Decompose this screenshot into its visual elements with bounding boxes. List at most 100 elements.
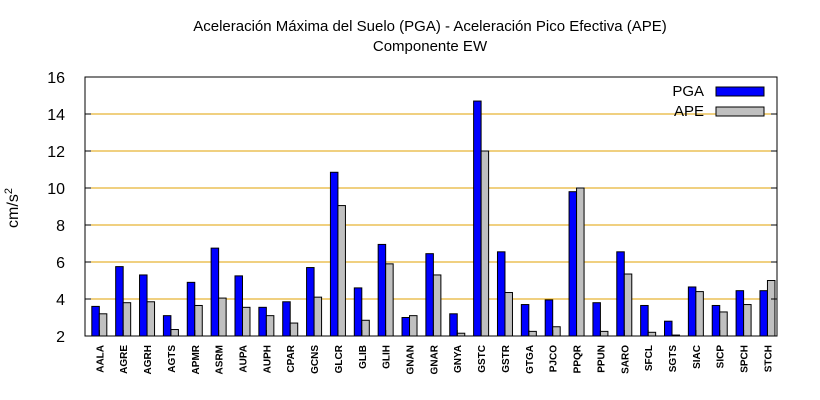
x-tick-label: AALA (95, 345, 106, 373)
bar-ape-stch (766, 280, 776, 337)
x-tick-label: STCH (763, 345, 774, 372)
x-tick-label: GSTR (501, 344, 512, 373)
y-tick-label: 2 (56, 329, 65, 346)
y-axis-label-superscript: 2 (3, 188, 15, 194)
bar-pga-glcr (329, 171, 339, 337)
bar-ape-sicp (719, 311, 728, 337)
bar-ape-aala (98, 313, 108, 337)
y-axis-label-group: cm/s2 (3, 188, 22, 228)
bar-pga-gtga (520, 304, 530, 337)
chart-subtitle: Componente EW (373, 38, 488, 55)
bar-ape-ppqr (576, 187, 585, 337)
x-tick-label: GCNS (310, 345, 321, 374)
bar-pga-gstc (473, 100, 482, 337)
bar-pga-gstr (496, 251, 506, 337)
bar-ape-siac (695, 291, 704, 337)
y-tick-label: 4 (56, 292, 65, 309)
legend-swatch-ape (715, 106, 765, 117)
plot-frame (84, 76, 778, 337)
y-tick-label: 16 (47, 70, 65, 87)
bar-pga-sgts (664, 320, 673, 337)
bar-ape-ppun (599, 330, 609, 337)
bar-pga-agre (115, 266, 124, 337)
bar-ape-apmr (194, 304, 203, 337)
bar-ape-asrm (218, 297, 227, 337)
bar-ape-gcns (313, 296, 323, 337)
x-tick-label: GNAN (406, 345, 417, 374)
x-tick-label: SPCH (740, 345, 751, 373)
legend: PGA APE (672, 83, 765, 120)
bar-ape-aupa (241, 306, 251, 337)
x-tick-label: GLIH (382, 345, 393, 369)
y-tick-label: 12 (47, 144, 65, 161)
y-tick-label: 6 (56, 255, 65, 272)
bar-pga-spch (735, 290, 745, 337)
bar-pga-pjco (544, 299, 554, 337)
bar-pga-gnan (401, 317, 411, 337)
x-tick-label: ASRM (215, 345, 226, 374)
bar-ape-glih (385, 263, 394, 337)
x-tick-label: SFCL (644, 345, 655, 371)
bar-ape-glcr (337, 205, 346, 337)
bar-pga-auph (258, 306, 267, 337)
y-ticks: 2 4 6 8 10 12 14 16 (47, 70, 777, 346)
x-tick-label: PPQR (573, 344, 584, 373)
y-axis-label: cm/s2 (3, 188, 22, 228)
x-tick-label: GSTC (477, 345, 488, 373)
bar-pga-aupa (234, 275, 243, 337)
y-tick-label: 8 (56, 218, 65, 235)
bar-pga-aala (91, 305, 100, 337)
bar-ape-gstc (480, 150, 490, 337)
bar-ape-sfcl (647, 331, 657, 337)
x-tick-label: AUPA (238, 345, 249, 373)
x-tick-label: GLIB (358, 345, 369, 369)
bar-pga-ppun (592, 302, 601, 337)
x-tick-label: GNAR (429, 344, 440, 374)
chart-title: Aceleración Máxima del Suelo (PGA) - Ace… (193, 18, 667, 35)
bar-ape-glib (361, 319, 370, 337)
legend-label-ape: APE (674, 103, 704, 120)
bar-ape-gstr (504, 292, 513, 337)
y-tick-label: 14 (47, 107, 65, 124)
bar-pga-gnya (449, 313, 458, 337)
bar-pga-stch (759, 290, 768, 337)
gridlines (85, 113, 777, 300)
x-tick-label: SICP (716, 345, 727, 369)
bar-pga-asrm (210, 247, 220, 337)
bar-ape-gtga (528, 330, 537, 337)
x-tick-label: AGRH (143, 345, 154, 374)
x-tick-label: SGTS (668, 345, 679, 373)
x-tick-label: AUPH (262, 345, 273, 373)
bar-ape-saro (623, 273, 633, 337)
bar-ape-gnan (409, 315, 418, 337)
bar-pga-glih (377, 243, 387, 337)
bar-pga-agrh (139, 274, 148, 337)
bar-pga-glib (353, 287, 363, 337)
x-tick-label: GLCR (334, 344, 345, 373)
bar-ape-spch (743, 304, 752, 337)
bar-pga-siac (687, 286, 697, 337)
bar-ape-gnar (432, 274, 442, 337)
legend-label-pga: PGA (672, 83, 704, 100)
x-tick-label: PJCO (549, 345, 560, 372)
bar-ape-pjco (552, 326, 561, 337)
bars (91, 100, 776, 337)
y-tick-label: 10 (47, 181, 65, 198)
bar-ape-auph (265, 315, 275, 337)
bar-pga-gnar (425, 253, 434, 337)
bar-ape-agts (170, 329, 179, 337)
bar-ape-agre (122, 302, 132, 337)
x-tick-label: GNYA (453, 345, 464, 373)
x-tick-label: SARO (620, 345, 631, 374)
bar-pga-gcns (306, 267, 315, 337)
x-tick-label: APMR (191, 344, 202, 374)
y-axis-label-text: cm/s (5, 194, 22, 228)
bar-pga-agts (162, 315, 172, 337)
legend-swatch-pga (715, 86, 765, 97)
x-tick-label: AGTS (167, 345, 178, 373)
bar-pga-ppqr (568, 191, 578, 337)
bar-pga-apmr (186, 281, 196, 337)
bar-pga-cpar (282, 301, 291, 337)
x-tick-label: GTGA (525, 345, 536, 374)
